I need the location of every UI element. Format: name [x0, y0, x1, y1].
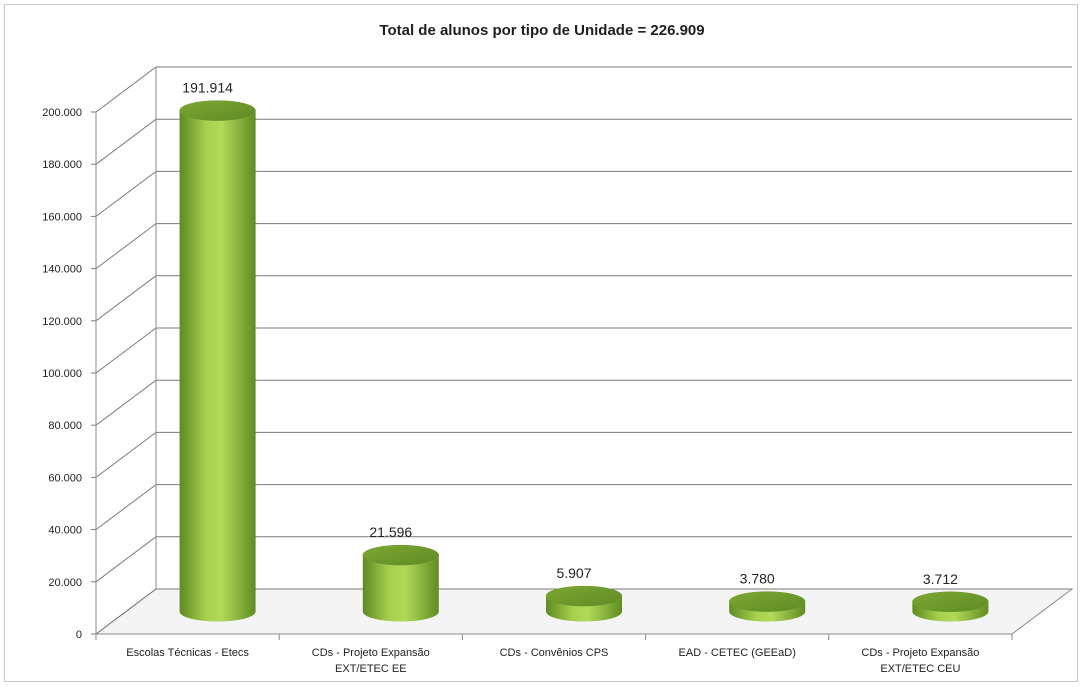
x-category-label: Escolas Técnicas - Etecs	[126, 647, 249, 659]
x-category-label: EXT/ETEC EE	[335, 663, 407, 675]
x-category-label: EXT/ETEC CEU	[880, 663, 960, 675]
bar-body	[179, 110, 256, 622]
gridline-depth	[95, 484, 157, 530]
bar-top	[179, 100, 256, 121]
data-label: 3.712	[923, 571, 958, 587]
gridline-depth	[95, 118, 157, 165]
gridline-depth	[95, 223, 157, 270]
bar-top	[362, 544, 440, 566]
y-tick-label: 0	[76, 629, 82, 641]
y-tick-label: 100.000	[42, 368, 82, 380]
gridline-depth	[95, 536, 157, 583]
gridline-depth	[95, 275, 157, 322]
bar-top	[545, 585, 623, 607]
y-tick-label: 120.000	[42, 316, 82, 328]
y-tick-label: 180.000	[42, 159, 82, 171]
data-label: 3.780	[740, 571, 775, 587]
y-tick-label: 20.000	[48, 577, 82, 589]
chart-title: Total de alunos por tipo de Unidade = 22…	[379, 22, 705, 39]
gridline-depth	[95, 379, 157, 426]
x-category-label: CDs - Convênios CPS	[500, 647, 609, 659]
gridline-depth	[95, 431, 157, 478]
gridline-depth	[95, 588, 157, 635]
data-label: 191.914	[182, 80, 233, 96]
y-tick-label: 140.000	[42, 264, 82, 276]
gridline-depth	[95, 66, 157, 113]
bar-top	[912, 591, 989, 613]
y-tick-label: 200.000	[42, 107, 82, 119]
bar-body	[362, 555, 439, 622]
y-tick-label: 160.000	[42, 211, 82, 223]
gridline-depth	[95, 170, 157, 217]
x-category-label: EAD - CETEC (GEEaD)	[679, 647, 796, 659]
data-label: 5.907	[556, 565, 591, 581]
bar-top	[728, 591, 806, 612]
y-tick-label: 60.000	[48, 472, 82, 484]
x-category-label: CDs - Projeto Expansão	[861, 647, 979, 659]
y-tick-label: 80.000	[48, 420, 82, 432]
y-tick-label: 40.000	[48, 525, 82, 537]
x-category-label: CDs - Projeto Expansão	[312, 647, 430, 659]
data-label: 21.596	[369, 524, 412, 540]
gridline-depth	[95, 327, 157, 374]
